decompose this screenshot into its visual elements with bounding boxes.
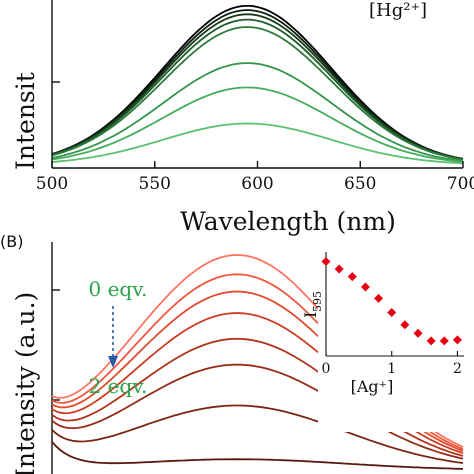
inset-x-tick-label: 2 [453,361,462,377]
panel-a-x-tick-label: 600 [241,174,273,194]
panel-a-series-line-5 [51,26,464,161]
inset-y-axis-title-main: I [301,312,320,318]
inset-ticks: 0 1 2 [322,351,462,377]
inset-data-point [413,328,423,338]
panel-a-x-tick-label: 550 [139,174,171,194]
panel-b-series-line-6 [51,363,464,460]
inset-data-point [321,256,331,266]
inset-x-tick-label: 1 [387,361,396,377]
inset-data-point [374,293,384,303]
inset-chart: 0 1 2 [Ag⁺] I 595 [301,252,468,432]
eqv-arrow-head [108,356,118,368]
panel-a-x-axis-title: Wavelength (nm) [180,207,396,236]
eqv-end-label: 2 eqv. [88,374,147,398]
panel-a-x-tick-label: 650 [344,174,376,194]
panel-a-series-line-8 [51,122,464,165]
panel-b-series-line-7 [51,404,464,464]
panel-a-annotation: [Hg²⁺] [369,0,427,21]
panel-a-ticks: 500 550 600 650 700 [36,81,474,194]
panel-a-y-axis-title: Intensit [11,72,40,170]
inset-data-point [334,264,344,274]
panel-a-series-line-3 [51,13,464,161]
inset-data-point [452,335,462,345]
panel-b-y-axis-title: Intensity (a.u.) [11,292,40,474]
inset-x-tick-label: 0 [322,361,331,377]
panel-a-x-tick-label: 700 [447,174,474,194]
inset-y-axis-title-sub: 595 [311,291,324,312]
inset-data-point [426,336,436,346]
eqv-start-label: 0 eqv. [88,277,147,301]
inset-data-point [360,282,370,292]
panel-a-series-line-6 [51,62,464,162]
panel-a-series-line-4 [51,18,464,161]
panel-b: (B) Intensity (a.u.) 0 eqv. 2 eqv. 0 1 2 [… [0,232,468,474]
inset-x-axis-title: [Ag⁺] [351,377,394,396]
panel-b-series-line-8 [51,441,464,470]
panel-a-series-line-7 [51,86,464,163]
inset-y-axis-title: I 595 [301,291,324,318]
panel-a: 500 550 600 650 700 Wavelength (nm) Intensit… [11,0,474,236]
inset-data-point [387,308,397,318]
inset-points [321,256,462,346]
panel-b-label: (B) [0,232,23,251]
panel-a-x-tick-label: 500 [36,174,68,194]
inset-data-point [400,320,410,330]
inset-data-point [439,336,449,346]
inset-data-point [347,272,357,282]
panel-a-spectra [51,5,464,165]
